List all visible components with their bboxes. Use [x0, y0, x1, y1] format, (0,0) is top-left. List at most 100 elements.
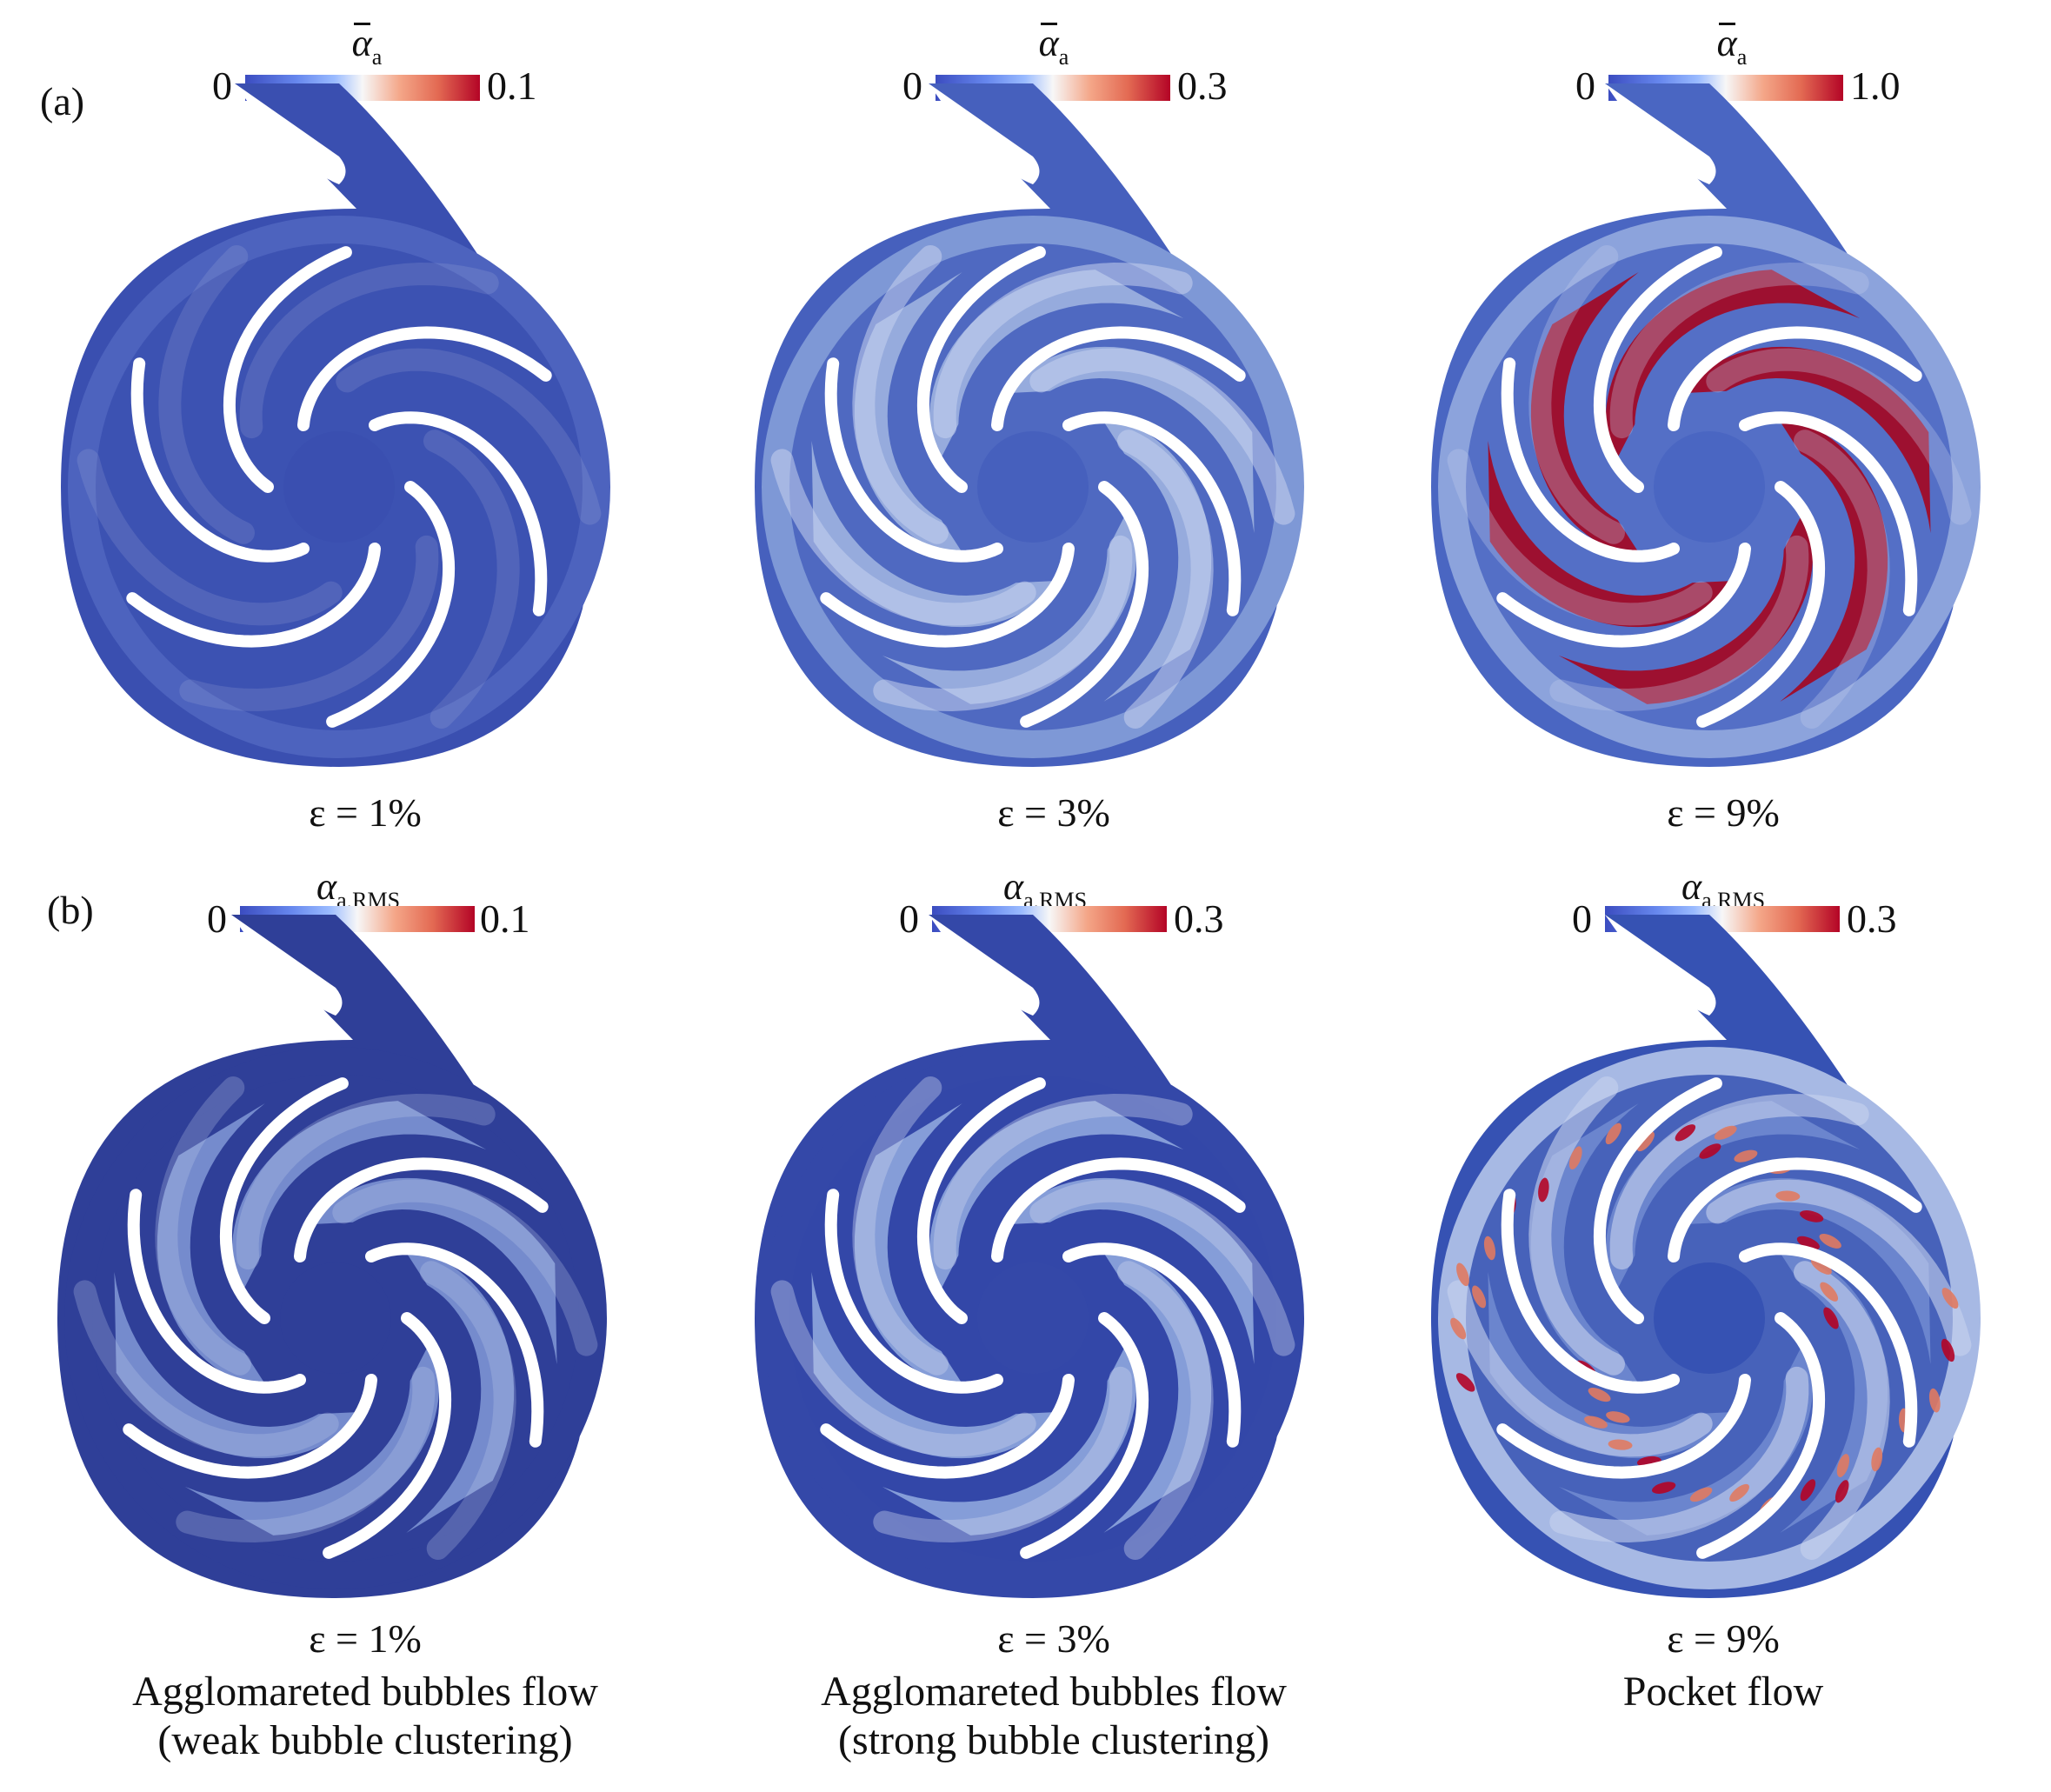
- impeller-blade: [294, 1157, 549, 1262]
- impeller-hub: [1654, 431, 1765, 543]
- fluctuation-spot: [1689, 1487, 1713, 1502]
- impeller-blade: [1739, 1242, 1918, 1448]
- impeller-hub: [977, 1262, 1089, 1374]
- fluctuation-spot: [1605, 1122, 1621, 1145]
- flow-streak: [73, 1280, 339, 1457]
- impeller-blade: [1501, 357, 1680, 563]
- flow-streak: [1706, 1179, 1972, 1356]
- impeller-blade: [991, 326, 1246, 431]
- fluctuation-spot: [1636, 1131, 1655, 1152]
- gas-pocket-region: [929, 1101, 1184, 1295]
- flow-streak: [852, 1076, 949, 1376]
- fluctuation-spot: [1606, 1411, 1630, 1423]
- flow-streak: [1029, 1179, 1295, 1356]
- colorbar-title: αa: [351, 22, 383, 70]
- flow-streak: [158, 245, 255, 544]
- impeller-blade: [1496, 1374, 1751, 1479]
- fluctuation-spot: [1928, 1388, 1941, 1413]
- impeller-blade: [1062, 1242, 1242, 1448]
- impeller-blade: [126, 543, 381, 648]
- fluctuation-spot: [1819, 1233, 1841, 1249]
- fluctuation-spot: [1810, 1258, 1832, 1275]
- fluctuation-spot: [1588, 1387, 1611, 1402]
- fluctuation-spot: [1871, 1447, 1883, 1472]
- pump-contour-plot: [755, 915, 1304, 1598]
- impeller-blade: [297, 326, 552, 431]
- flow-regime-label: Agglomareted bubbles flow (strong bubble…: [749, 1668, 1358, 1765]
- flow-streak: [239, 262, 499, 439]
- fluctuation-spot: [1608, 1439, 1633, 1450]
- gas-pocket-region: [1558, 510, 1814, 704]
- flow-streak: [1609, 1093, 1869, 1270]
- void-fraction-label: ε = 1%: [309, 790, 422, 835]
- colorbar-title: αa: [1716, 22, 1748, 70]
- impeller-blade: [824, 357, 1003, 563]
- impeller-blade: [326, 481, 456, 728]
- impeller-blade: [1668, 326, 1922, 431]
- impeller-blade: [820, 543, 1075, 648]
- volute-tongue: [929, 83, 1040, 184]
- flow-streak: [770, 449, 1036, 626]
- impeller-blade: [127, 1189, 306, 1394]
- impeller-hub: [977, 431, 1089, 543]
- gas-pocket-region: [309, 1177, 557, 1365]
- flow-regime-name: Agglomareted bubbles flow: [132, 1669, 598, 1715]
- volute-casing: [1431, 915, 1981, 1598]
- flow-regime-label: Pocket flow: [1419, 1668, 2028, 1716]
- flow-streak: [420, 1261, 516, 1560]
- impeller-blade: [219, 1077, 349, 1324]
- impeller-blade: [824, 1189, 1003, 1394]
- volute-tongue: [231, 915, 343, 1016]
- flow-streak: [1117, 1261, 1214, 1560]
- gas-pocket-region: [1530, 272, 1641, 557]
- fluctuation-spot: [1820, 1282, 1839, 1302]
- gas-pocket-region: [1777, 416, 1888, 702]
- impeller-blade: [130, 357, 310, 563]
- flow-streak: [1549, 535, 1809, 712]
- flow-streak: [1528, 1076, 1625, 1376]
- impeller-blade: [323, 1312, 452, 1559]
- void-fraction-label: ε = 1%: [309, 1616, 422, 1661]
- gas-pocket-region: [1682, 346, 1931, 534]
- fluctuation-spot: [1483, 1236, 1496, 1261]
- colorbar-min-label: 0: [207, 896, 227, 941]
- volute-casing: [57, 915, 607, 1598]
- fluctuation-spot: [1941, 1338, 1955, 1362]
- impeller-blade: [820, 1374, 1075, 1479]
- flow-streak: [332, 1179, 598, 1356]
- impeller-blade: [1062, 411, 1242, 616]
- colorbar-max-label: 0.3: [1174, 896, 1224, 941]
- volute-tongue: [1605, 83, 1716, 184]
- colorbar-max-label: 0.3: [1847, 896, 1897, 941]
- flow-regime-detail: (weak bubble clustering): [157, 1717, 573, 1763]
- impeller-blade: [369, 411, 548, 616]
- fluctuation-spot: [1568, 1146, 1582, 1170]
- impeller-blade: [1020, 481, 1149, 728]
- flow-streak: [1117, 430, 1214, 729]
- volute-casing: [61, 83, 610, 767]
- impeller-blade: [1739, 411, 1918, 616]
- impeller-blade: [1501, 1189, 1680, 1394]
- fluctuation-spot: [1472, 1285, 1487, 1309]
- impeller-blade: [991, 1157, 1246, 1262]
- colorbar-min-label: 0: [1575, 63, 1595, 108]
- fluctuation-spot: [1538, 1177, 1549, 1202]
- flow-streak: [336, 348, 602, 525]
- impeller-hub: [280, 1262, 391, 1374]
- fluctuation-spot: [1675, 1124, 1696, 1142]
- impeller-blade: [916, 1077, 1046, 1324]
- impeller-blade: [1020, 1312, 1149, 1559]
- flow-streak: [852, 245, 949, 544]
- row-label-b: (b): [47, 888, 94, 932]
- gas-pocket-region: [811, 1271, 1060, 1459]
- flow-streak: [770, 1280, 1036, 1457]
- fluctuation-spot: [1455, 1373, 1475, 1392]
- flow-streak: [933, 262, 1193, 439]
- fluctuation-spot: [1835, 1480, 1849, 1503]
- void-fraction-label: ε = 9%: [1667, 1616, 1780, 1661]
- colorbar-min-label: 0: [899, 896, 919, 941]
- gas-pocket-region: [114, 1271, 363, 1459]
- gas-pocket-region: [854, 1103, 965, 1389]
- impeller-blade: [1696, 1312, 1826, 1559]
- fluctuation-spot: [1584, 1416, 1608, 1429]
